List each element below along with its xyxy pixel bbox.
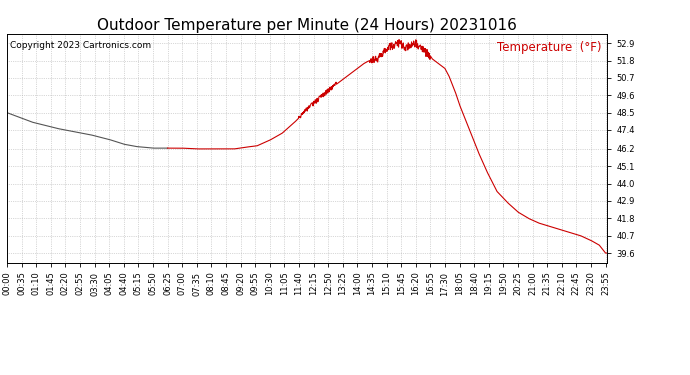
Title: Outdoor Temperature per Minute (24 Hours) 20231016: Outdoor Temperature per Minute (24 Hours… [97, 18, 517, 33]
Text: Temperature  (°F): Temperature (°F) [497, 40, 601, 54]
Text: Copyright 2023 Cartronics.com: Copyright 2023 Cartronics.com [10, 40, 151, 50]
